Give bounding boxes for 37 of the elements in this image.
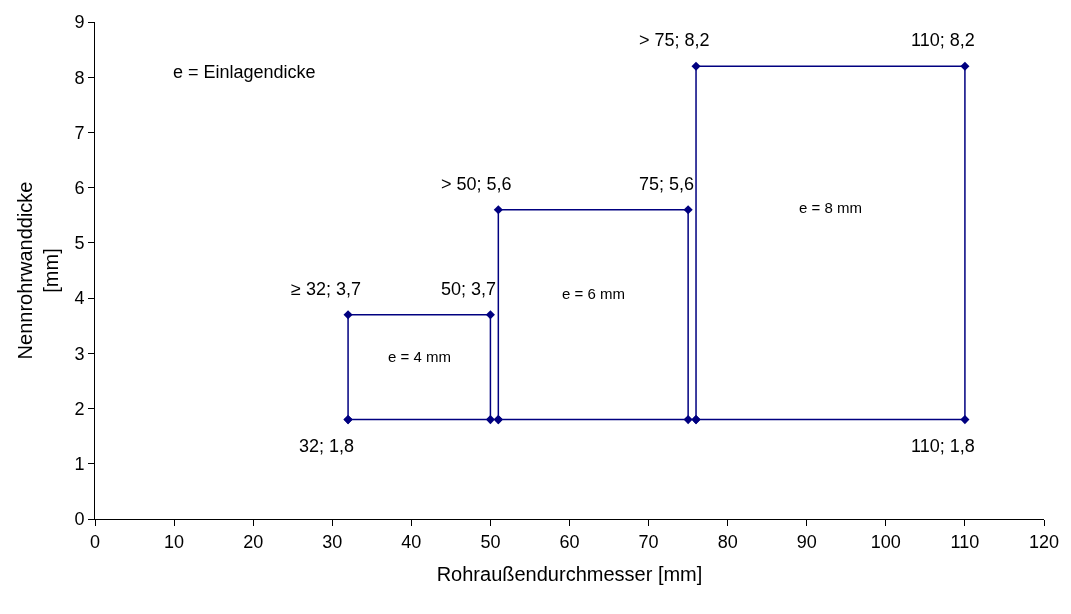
y-tick-label: 0 [74,509,85,530]
annotation: > 50; 5,6 [441,174,512,194]
y-tick-label: 1 [74,454,85,475]
x-axis-title: Rohraußendurchmesser [mm] [436,563,703,586]
y-tick-label: 4 [74,288,85,309]
x-tick-label: 50 [480,531,501,552]
y-tick-label: 5 [74,233,85,254]
annotation: 32; 1,8 [299,436,355,456]
x-tick-label: 20 [243,531,264,552]
x-tick-label: 40 [401,531,422,552]
x-tick-label: 60 [559,531,580,552]
annotation: 110; 8,2 [911,30,975,50]
y-tick-label: 7 [74,122,85,143]
annotation: e = Einlagendicke [173,62,316,82]
x-tick-label: 10 [164,531,185,552]
annotation: e = 4 mm [388,348,451,365]
y-tick-label: 6 [74,177,85,198]
annotation: e = 8 mm [799,199,862,216]
x-tick-label: 120 [1028,531,1060,552]
x-tick-label: 80 [717,531,738,552]
y-tick-label: 3 [74,343,85,364]
y-tick-label: 2 [74,398,85,419]
annotation: > 75; 8,2 [639,30,710,50]
y-tick-label: 8 [74,67,85,88]
x-tick-label: 110 [950,531,980,552]
annotation: ≥ 32; 3,7 [291,279,361,299]
annotation: e = 6 mm [562,285,625,302]
x-tick-label: 70 [638,531,659,552]
annotation: 50; 3,7 [441,279,497,299]
annotation: 75; 5,6 [639,174,695,194]
y-tick-label: 9 [74,12,85,33]
annotation: 110; 1,8 [911,436,975,456]
x-tick-label: 100 [870,531,901,552]
x-tick-label: 0 [89,531,101,552]
x-tick-label: 90 [796,531,817,552]
x-tick-label: 30 [322,531,343,552]
y-axis-title: Nennrohrwanddicke [mm] [13,181,62,360]
